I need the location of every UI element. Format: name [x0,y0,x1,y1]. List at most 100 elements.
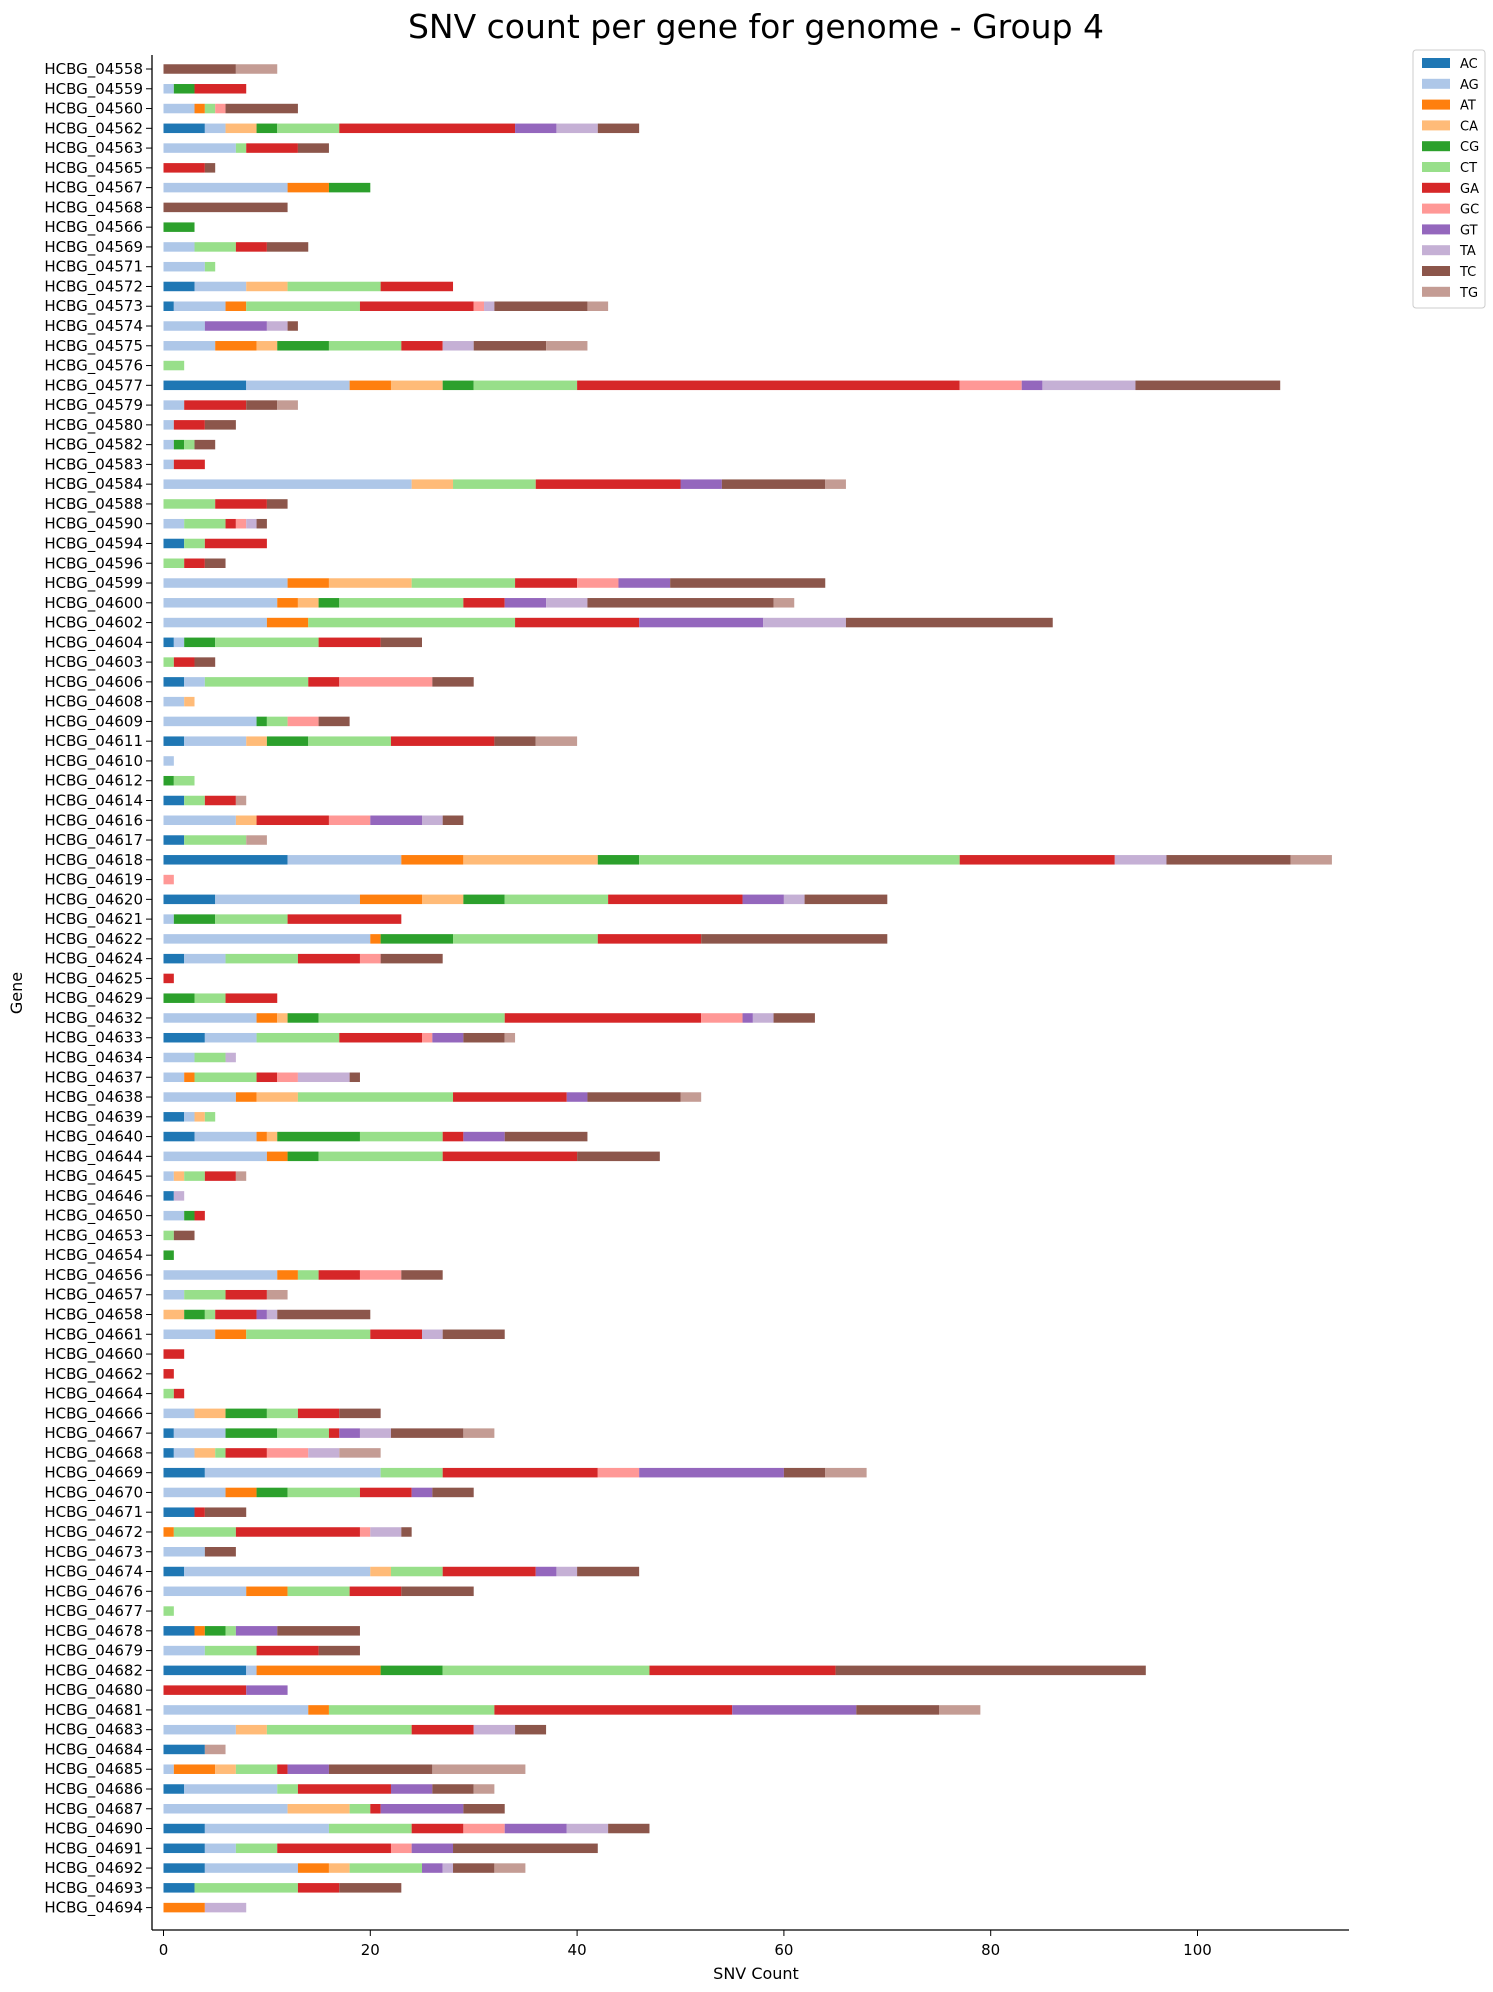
bar-segment-HCBG_04600-CA [297,598,319,608]
y-tick-label: HCBG_04606 [44,673,143,692]
bar-segment-HCBG_04685-GT [287,1764,329,1774]
bar-segment-HCBG_04599-AG [163,578,288,588]
y-tick-label: HCBG_04576 [44,357,143,376]
y-tick-label: HCBG_04569 [44,238,143,257]
legend-swatch-CG [1422,141,1450,152]
y-tick-label: HCBG_04686 [44,1780,143,1799]
bar-segment-HCBG_04676-CT [287,1586,350,1597]
bar-segment-HCBG_04687-TC [463,1804,505,1814]
bar-segment-HCBG_04674-CA [370,1566,391,1577]
bar-segment-HCBG_04674-CT [390,1566,443,1577]
bar-segment-HCBG_04658-TC [277,1309,371,1320]
bar-segment-HCBG_04678-CG [204,1626,226,1636]
y-tick-label: HCBG_04692 [44,1859,143,1878]
y-tick-label: HCBG_04616 [44,811,143,830]
bar-segment-HCBG_04685-AT [173,1764,216,1774]
bar-segment-HCBG_04638-CT [297,1092,454,1102]
bar-segment-HCBG_04622-AT [370,934,381,944]
y-tick-label: HCBG_04559 [44,80,143,99]
bar-segment-HCBG_04558-TG [235,64,278,74]
bar-segment-HCBG_04577-TC [1135,380,1281,391]
y-tick-label: HCBG_04680 [44,1681,143,1700]
bar-segment-HCBG_04676-GA [349,1586,402,1597]
bar-segment-HCBG_04612-CT [173,775,195,786]
bar-segment-HCBG_04690-GA [411,1823,464,1834]
bar-segment-HCBG_04622-GA [597,934,702,944]
bar-segment-HCBG_04672-AT [163,1527,174,1537]
bar-segment-HCBG_04562-CA [225,123,257,134]
bar-segment-HCBG_04621-CT [215,914,288,924]
bar-segment-HCBG_04599-GA [515,578,578,588]
bar-segment-HCBG_04563-CT [235,143,247,153]
bar-segment-HCBG_04577-AG [246,380,350,391]
legend-swatch-AC [1422,58,1450,68]
bar-segment-HCBG_04645-CT [184,1171,205,1181]
bar-segment-HCBG_04633-AG [204,1032,257,1043]
bar-segment-HCBG_04671-GA [194,1507,205,1517]
bar-segment-HCBG_04620-CG [463,894,505,905]
bar-segment-HCBG_04599-AT [287,578,329,588]
legend-swatch-CT [1422,162,1450,172]
bar-segment-HCBG_04685-CA [215,1764,236,1774]
bar-segment-HCBG_04609-CG [256,716,267,727]
bar-segment-HCBG_04602-GT [639,617,764,628]
bar-segment-HCBG_04600-GA [463,598,505,608]
bar-segment-HCBG_04571-AG [163,261,205,272]
legend-label-AC: AC [1460,57,1478,72]
legend-label-TG: TG [1459,286,1478,301]
bar-segment-HCBG_04609-TC [318,716,350,727]
bar-segment-HCBG_04622-CT [453,934,598,944]
bar-segment-HCBG_04572-AC [163,281,195,292]
bar-segment-HCBG_04582-AG [163,439,174,450]
bar-segment-HCBG_04609-GC [287,716,319,727]
y-tick-label: HCBG_04674 [44,1563,143,1582]
bar-segment-HCBG_04656-TC [401,1270,443,1280]
bar-segment-HCBG_04639-AG [184,1112,195,1122]
bar-segment-HCBG_04632-GC [701,1013,743,1023]
legend-label-CG: CG [1460,140,1479,155]
bar-segment-HCBG_04681-CT [328,1705,495,1715]
y-tick-label: HCBG_04584 [44,475,143,494]
y-tick-label: HCBG_04656 [44,1266,143,1285]
bar-segment-HCBG_04682-AG [246,1665,257,1676]
bar-segment-HCBG_04633-TG [504,1032,516,1043]
bar-segment-HCBG_04668-CT [215,1448,226,1458]
bar-segment-HCBG_04658-CG [184,1309,205,1320]
bar-segment-HCBG_04624-GC [359,953,381,964]
legend-swatch-TC [1422,266,1450,276]
bar-segment-HCBG_04579-GA [184,400,247,410]
bar-segment-HCBG_04616-GA [256,815,329,826]
bar-segment-HCBG_04621-GA [287,914,402,924]
bar-segment-HCBG_04666-CA [194,1408,226,1419]
bar-segment-HCBG_04583-AG [163,459,174,470]
bar-segment-HCBG_04603-GA [173,657,195,667]
bar-segment-HCBG_04611-AC [163,736,185,746]
bar-segment-HCBG_04572-AG [194,281,247,292]
bar-segment-HCBG_04579-TC [246,400,278,410]
y-tick-label: HCBG_04614 [44,791,143,810]
bar-segment-HCBG_04637-TC [349,1072,360,1083]
y-tick-label: HCBG_04661 [44,1325,143,1344]
bar-segment-HCBG_04658-CA [163,1309,185,1320]
legend-frame [1412,49,1486,309]
bar-segment-HCBG_04584-CT [453,479,536,489]
y-tick-label: HCBG_04625 [44,969,143,988]
bar-segment-HCBG_04669-AG [204,1467,381,1478]
bar-segment-HCBG_04620-GA [608,894,743,905]
bar-segment-HCBG_04667-GA [328,1428,340,1438]
bar-segment-HCBG_04575-CA [256,341,278,351]
y-tick-label: HCBG_04604 [44,633,143,652]
bar-segment-HCBG_04562-CG [256,123,278,134]
y-tick-label: HCBG_04650 [44,1207,143,1226]
bar-segment-HCBG_04577-CA [390,380,443,391]
bar-segment-HCBG_04674-AC [163,1566,185,1577]
legend-label-GT: GT [1460,223,1478,238]
legend-label-GC: GC [1460,203,1479,218]
bar-segment-HCBG_04560-TC [225,103,298,114]
bar-segment-HCBG_04604-AC [163,637,174,648]
x-axis: 0 20 40 60 80 100 [159,1930,1212,1959]
bar-segment-HCBG_04633-CT [256,1032,340,1043]
y-tick-label: HCBG_04596 [44,554,143,573]
bar-segment-HCBG_04575-TA [442,341,474,351]
bar-segment-HCBG_04629-GA [225,993,278,1003]
